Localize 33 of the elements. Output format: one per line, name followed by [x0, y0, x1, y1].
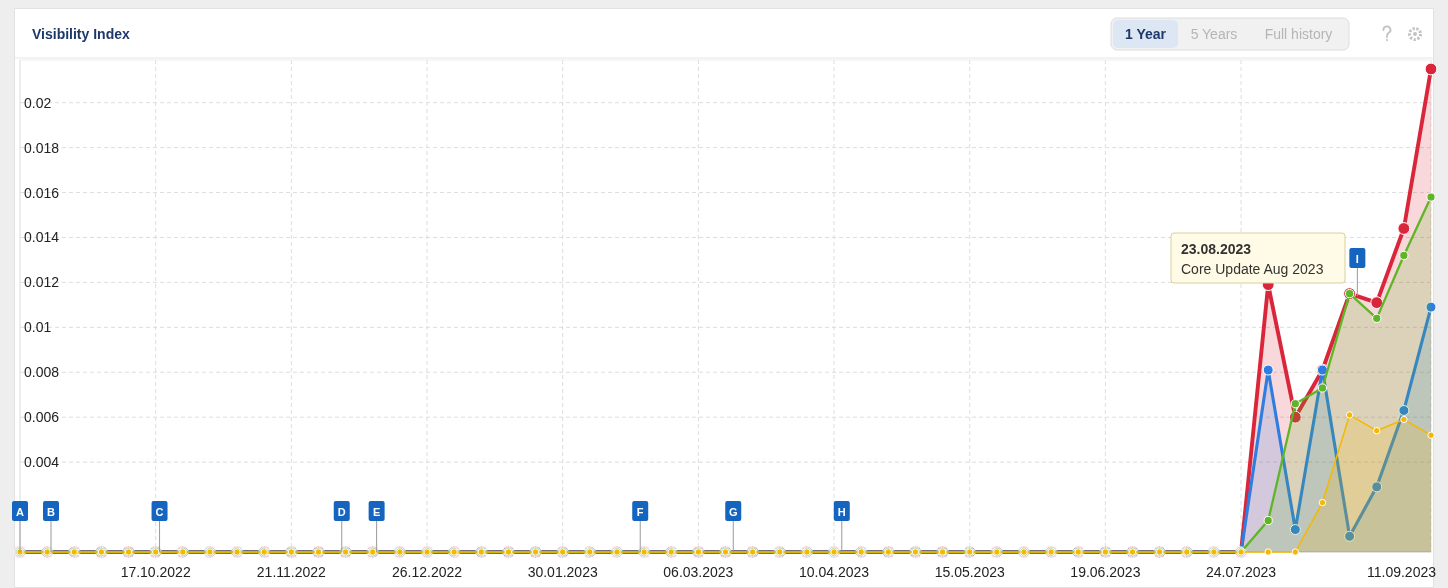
y-tick-label: 0.02 — [24, 94, 52, 111]
text: Full history — [1264, 26, 1333, 42]
x-tick-label: 10.04.2023 — [799, 564, 870, 580]
x-tick-label: 06.03.2023 — [663, 564, 734, 580]
y-tick-label: 0.006 — [24, 409, 60, 426]
x-tick-label: 30.01.2023 — [527, 564, 598, 580]
x-tick-label: 21.11.2022 — [256, 564, 327, 580]
y-tick-label: 0.016 — [24, 184, 60, 201]
annotation: D — [337, 506, 346, 518]
annotation: C — [155, 506, 164, 518]
y-tick-label: 0.012 — [24, 274, 60, 291]
x-tick-label: 19.06.2023 — [1070, 564, 1141, 580]
annotation: H — [837, 506, 846, 518]
annotation: I — [1355, 253, 1359, 265]
chart-title: Visibility Index — [32, 26, 130, 42]
x-tick-label: 15.05.2023 — [934, 564, 1005, 580]
text: 5 Years — [1190, 26, 1238, 42]
text: 1 Year — [1124, 26, 1167, 42]
x-tick-label: 17.10.2022 — [120, 564, 191, 580]
annotation: 23.08.2023 Core Update Aug 2023 — [1181, 241, 1324, 277]
y-tick-label: 0.008 — [24, 364, 60, 381]
x-tick-label: 11.09.2023 — [1366, 564, 1437, 580]
annotation: A — [16, 506, 25, 518]
y-tick-label: 0.018 — [24, 139, 60, 156]
y-tick-label: 0.004 — [24, 454, 60, 471]
annotation: G — [728, 506, 738, 518]
annotation: B — [47, 506, 56, 518]
y-tick-label: 0.014 — [24, 229, 60, 246]
annotation: E — [372, 506, 381, 518]
annotation: F — [636, 506, 644, 518]
x-tick-label: 24.07.2023 — [1206, 564, 1277, 580]
y-tick-label: 0.01 — [24, 319, 52, 336]
x-tick-label: 26.12.2022 — [391, 564, 463, 580]
